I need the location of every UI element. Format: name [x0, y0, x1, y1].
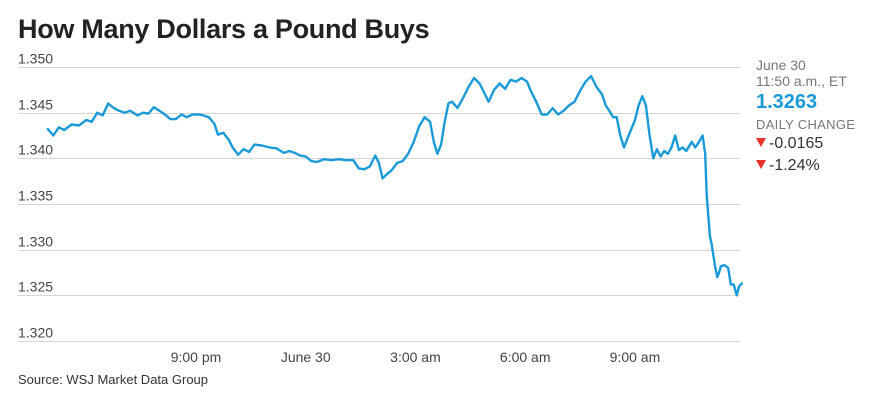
daily-change-label: DAILY CHANGE [756, 117, 856, 132]
quote-date: June 30 [756, 57, 806, 73]
quote-panel: June 30 11:50 a.m., ET 1.3263 DAILY CHAN… [756, 57, 871, 177]
quote-time: 11:50 a.m., ET [756, 73, 847, 89]
change-value-row: -0.0165 [756, 133, 871, 155]
x-tick-label: June 30 [281, 349, 331, 365]
y-tick-label: 1.350 [18, 51, 53, 67]
quote-price: 1.3263 [756, 91, 818, 113]
y-tick-label: 1.340 [18, 142, 53, 158]
series-line [46, 74, 743, 297]
change-percent: -1.24% [769, 157, 820, 174]
y-axis-ticks: 1.350 1.345 1.340 1.335 1.330 1.325 1.320 [18, 51, 53, 341]
y-tick-label: 1.345 [18, 97, 53, 113]
x-tick-label: 3:00 am [390, 349, 441, 365]
grid [18, 67, 740, 342]
x-tick-label: 9:00 am [610, 349, 661, 365]
change-value: -0.0165 [769, 135, 824, 152]
series-layer [46, 74, 743, 297]
source-note: Source: WSJ Market Data Group [18, 372, 209, 387]
y-tick-label: 1.335 [18, 188, 53, 204]
down-triangle-icon [756, 160, 766, 169]
change-percent-row: -1.24% [756, 155, 871, 177]
chart-title: How Many Dollars a Pound Buys [18, 14, 430, 44]
y-tick-label: 1.320 [18, 325, 53, 341]
y-tick-label: 1.325 [18, 279, 53, 295]
x-axis-ticks: 9:00 pm June 30 3:00 am 6:00 am 9:00 am [171, 349, 661, 365]
down-triangle-icon [756, 138, 766, 147]
x-tick-label: 6:00 am [500, 349, 551, 365]
x-tick-label: 9:00 pm [171, 349, 222, 365]
y-tick-label: 1.330 [18, 234, 53, 250]
